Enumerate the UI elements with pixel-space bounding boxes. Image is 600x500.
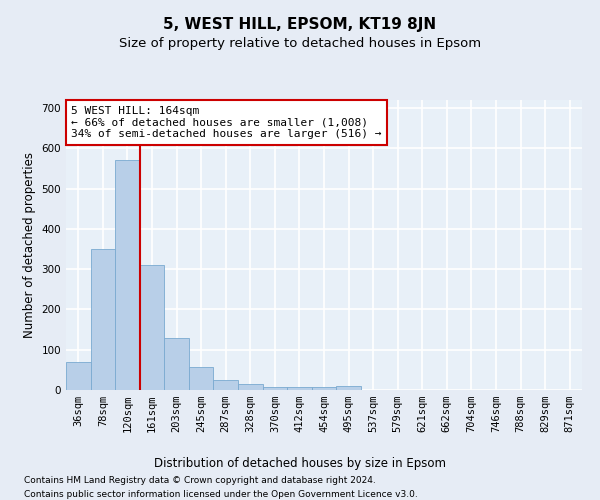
- Bar: [140, 265, 164, 390]
- Text: Size of property relative to detached houses in Epsom: Size of property relative to detached ho…: [119, 38, 481, 51]
- Bar: [164, 338, 189, 390]
- Bar: [115, 160, 140, 390]
- Bar: [91, 249, 115, 390]
- Bar: [214, 380, 238, 390]
- Bar: [287, 387, 312, 390]
- Y-axis label: Number of detached properties: Number of detached properties: [23, 152, 36, 338]
- Text: Distribution of detached houses by size in Epsom: Distribution of detached houses by size …: [154, 458, 446, 470]
- Bar: [312, 387, 336, 390]
- Bar: [263, 387, 287, 390]
- Bar: [66, 362, 91, 390]
- Bar: [189, 367, 214, 390]
- Bar: [336, 386, 361, 390]
- Bar: [238, 384, 263, 390]
- Text: 5 WEST HILL: 164sqm
← 66% of detached houses are smaller (1,008)
34% of semi-det: 5 WEST HILL: 164sqm ← 66% of detached ho…: [71, 106, 382, 139]
- Text: Contains public sector information licensed under the Open Government Licence v3: Contains public sector information licen…: [24, 490, 418, 499]
- Text: Contains HM Land Registry data © Crown copyright and database right 2024.: Contains HM Land Registry data © Crown c…: [24, 476, 376, 485]
- Text: 5, WEST HILL, EPSOM, KT19 8JN: 5, WEST HILL, EPSOM, KT19 8JN: [163, 18, 437, 32]
